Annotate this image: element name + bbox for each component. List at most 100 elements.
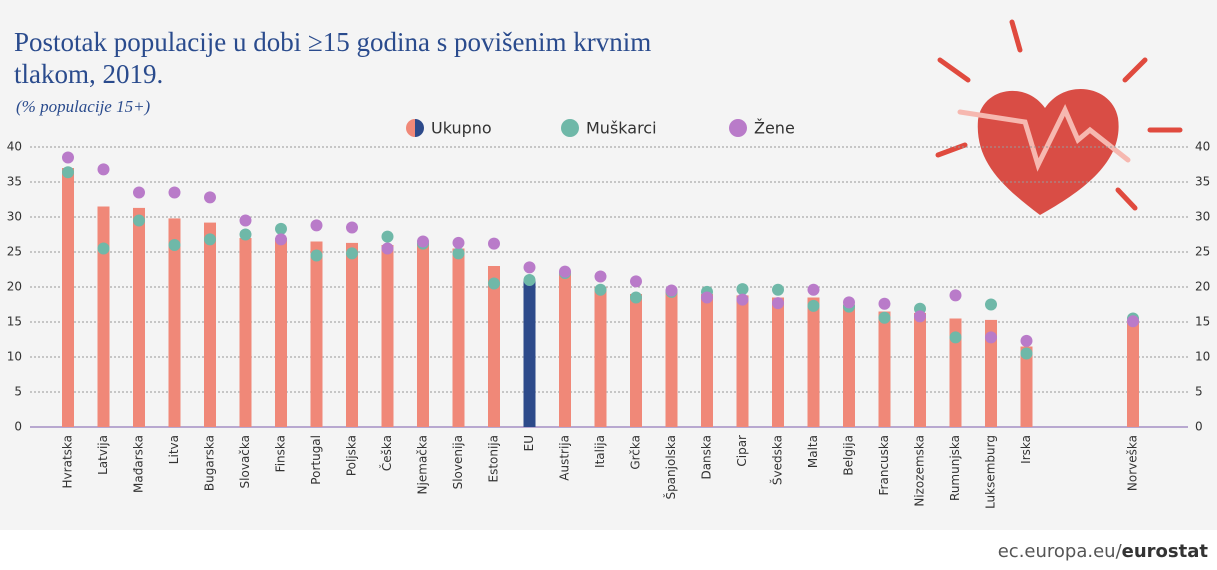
dot bbox=[594, 283, 607, 296]
y-tick-label: 25 bbox=[7, 245, 22, 259]
y2-tick-label: 20 bbox=[1195, 280, 1210, 294]
bar bbox=[488, 266, 500, 427]
bar bbox=[523, 280, 536, 427]
dot bbox=[949, 289, 962, 302]
bar bbox=[736, 295, 749, 427]
x-tick-label: Grčka bbox=[629, 435, 643, 470]
dot bbox=[985, 298, 997, 311]
dot bbox=[878, 311, 891, 324]
x-tick-label: Norveška bbox=[1126, 435, 1140, 491]
dot bbox=[523, 261, 536, 274]
y2-tick-label: 5 bbox=[1195, 385, 1203, 399]
chart-subtitle: (% populacije 15+) bbox=[16, 97, 151, 116]
dot bbox=[452, 236, 465, 249]
dot bbox=[772, 297, 784, 310]
y2-tick-label: 35 bbox=[1195, 175, 1210, 189]
dot bbox=[62, 166, 74, 179]
dot bbox=[949, 331, 962, 344]
x-tick-label: Finska bbox=[274, 435, 288, 472]
y2-tick-label: 15 bbox=[1195, 315, 1210, 329]
bar bbox=[168, 218, 181, 427]
bar bbox=[914, 312, 926, 427]
y-tick-label: 10 bbox=[7, 350, 22, 364]
source-name: ec.europa.eu/eurostat bbox=[998, 541, 1209, 562]
x-tick-label: Litva bbox=[167, 435, 181, 464]
dot bbox=[878, 297, 891, 310]
y2-tick-label: 40 bbox=[1195, 140, 1210, 154]
dot bbox=[523, 274, 536, 286]
bar bbox=[275, 238, 287, 427]
y2-tick-label: 0 bbox=[1195, 420, 1203, 434]
source-brand: eurostat bbox=[1122, 541, 1209, 562]
y-tick-label: 35 bbox=[7, 175, 22, 189]
dot bbox=[1127, 315, 1139, 328]
dot bbox=[772, 283, 784, 296]
x-tick-label: Belgija bbox=[842, 435, 856, 476]
legend-swatch bbox=[406, 119, 415, 137]
bar bbox=[417, 242, 429, 427]
bar bbox=[1020, 346, 1033, 427]
dot bbox=[417, 235, 429, 248]
legend-label: Ukupno bbox=[431, 119, 492, 138]
legend-swatch bbox=[561, 119, 579, 137]
dot bbox=[1020, 334, 1033, 347]
x-tick-label: Češka bbox=[379, 435, 394, 471]
dot bbox=[204, 233, 216, 246]
footer-bg bbox=[8, 530, 1217, 566]
dot bbox=[62, 151, 74, 164]
x-tick-label: Estonija bbox=[487, 435, 501, 483]
bar bbox=[772, 297, 784, 427]
x-tick-label: Cipar bbox=[735, 435, 749, 467]
dot bbox=[488, 237, 500, 250]
x-tick-label: Mađarska bbox=[132, 435, 146, 493]
bar bbox=[665, 290, 678, 427]
bar bbox=[949, 318, 962, 427]
bar bbox=[346, 242, 358, 427]
legend-swatch bbox=[729, 119, 747, 137]
dot bbox=[452, 247, 465, 260]
bar bbox=[133, 207, 145, 427]
dot bbox=[97, 163, 110, 176]
x-tick-label: Poljska bbox=[345, 435, 359, 476]
dot bbox=[701, 291, 713, 304]
bar bbox=[807, 297, 820, 427]
x-tick-label: Slovačka bbox=[238, 435, 252, 488]
heart-icon bbox=[935, 19, 1183, 215]
dot bbox=[275, 222, 287, 235]
bar bbox=[204, 222, 216, 427]
bar bbox=[62, 168, 74, 427]
bar bbox=[843, 304, 855, 427]
y-tick-label: 0 bbox=[14, 420, 22, 434]
y2-tick-label: 10 bbox=[1195, 350, 1210, 364]
dot bbox=[381, 242, 394, 255]
y2-tick-label: 30 bbox=[1195, 210, 1210, 224]
dot bbox=[736, 293, 749, 306]
dot bbox=[346, 247, 358, 260]
bar bbox=[97, 206, 110, 427]
dot bbox=[168, 186, 181, 199]
dot bbox=[381, 230, 394, 243]
dot bbox=[97, 242, 110, 255]
bar bbox=[1127, 319, 1139, 427]
bar bbox=[452, 248, 465, 427]
bar bbox=[630, 294, 642, 427]
legend-label: Žene bbox=[754, 119, 795, 138]
y-tick-label: 5 bbox=[14, 385, 22, 399]
dot bbox=[807, 283, 820, 296]
dot bbox=[310, 219, 323, 232]
y-tick-label: 15 bbox=[7, 315, 22, 329]
dot bbox=[239, 228, 252, 241]
dot bbox=[275, 233, 287, 246]
source-domain: ec.europa.eu/ bbox=[998, 541, 1123, 562]
x-tick-label: Bugarska bbox=[203, 435, 217, 491]
x-tick-label: Njemačka bbox=[416, 435, 430, 494]
x-tick-label: Francuska bbox=[877, 435, 891, 495]
x-tick-label: Luksemburg bbox=[984, 435, 998, 509]
dot bbox=[843, 296, 855, 309]
x-tick-label: Hvratska bbox=[61, 435, 75, 488]
dot bbox=[630, 275, 642, 288]
dot bbox=[204, 191, 216, 204]
dot bbox=[736, 283, 749, 296]
